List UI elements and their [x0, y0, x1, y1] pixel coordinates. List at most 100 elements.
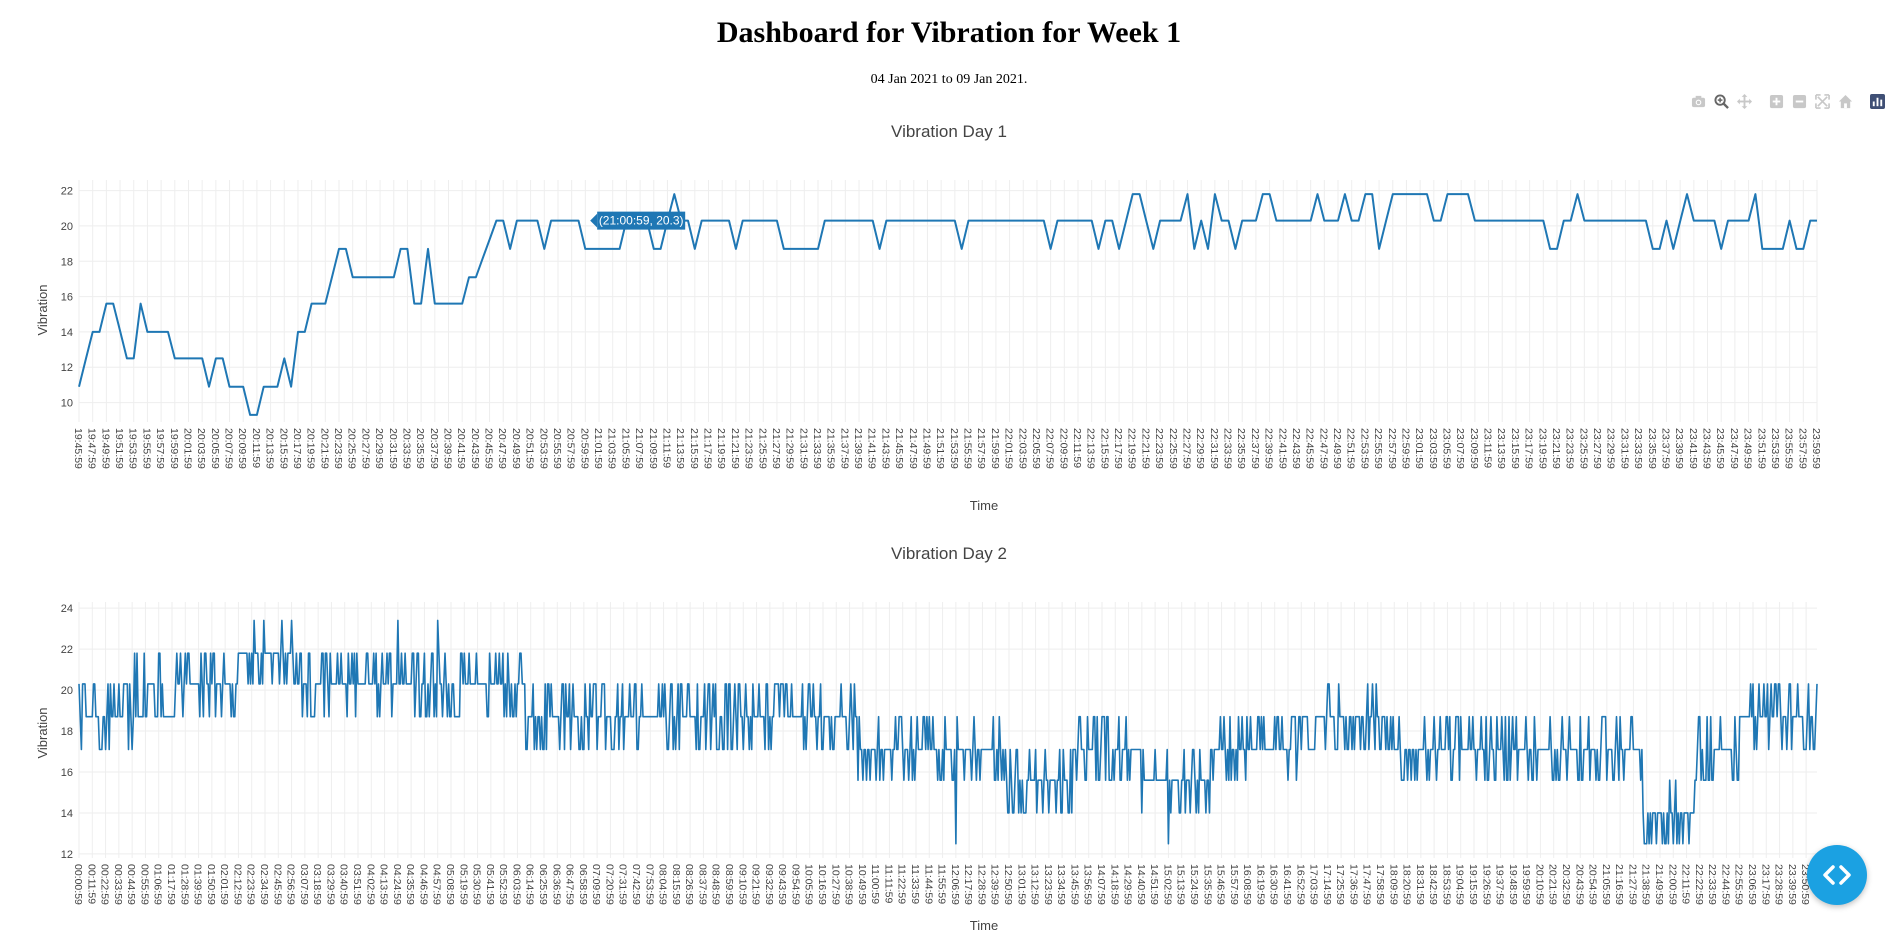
x-tick-label: 22:15:59	[1098, 428, 1110, 469]
plotly-logo-icon[interactable]	[1867, 91, 1887, 111]
reset-axes-icon[interactable]	[1835, 91, 1855, 111]
tooltip-pointer	[590, 213, 598, 228]
x-tick-label: 02:23:59	[245, 864, 257, 905]
x-tick-label: 23:05:59	[1441, 428, 1453, 469]
chart-title: Vibration Day 1	[891, 122, 1007, 141]
x-tick-label: 13:45:59	[1068, 864, 1080, 905]
x-tick-label: 04:46:59	[417, 864, 429, 905]
x-tick-label: 23:55:59	[1783, 428, 1795, 469]
x-tick-label: 21:59:59	[989, 428, 1001, 469]
x-tick-label: 21:16:59	[1613, 864, 1625, 905]
x-tick-label: 23:39:59	[1786, 864, 1798, 905]
x-tick-label: 21:27:59	[770, 428, 782, 469]
x-tick-label: 21:21:59	[729, 428, 741, 469]
vibration-series-line[interactable]	[78, 619, 1818, 845]
x-tick-label: 00:22:59	[99, 864, 111, 905]
x-tick-label: 21:47:59	[907, 428, 919, 469]
x-tick-label: 21:43:59	[879, 428, 891, 469]
x-tick-label: 09:10:59	[736, 864, 748, 905]
x-tick-label: 14:51:59	[1148, 864, 1160, 905]
x-tick-label: 20:33:59	[400, 428, 412, 469]
x-tick-label: 20:49:59	[510, 428, 522, 469]
y-tick-label: 18	[61, 256, 73, 268]
x-tick-label: 12:17:59	[962, 864, 974, 905]
x-tick-label: 20:45:59	[483, 428, 495, 469]
x-tick-label: 23:21:59	[1550, 428, 1562, 469]
x-tick-label: 03:18:59	[311, 864, 323, 905]
x-tick-label: 19:57:59	[154, 428, 166, 469]
x-tick-label: 03:51:59	[351, 864, 363, 905]
x-tick-label: 17:25:59	[1334, 864, 1346, 905]
x-tick-label: 01:17:59	[165, 864, 177, 905]
x-tick-label: 20:37:59	[428, 428, 440, 469]
camera-icon[interactable]	[1688, 91, 1708, 111]
x-tick-label: 14:29:59	[1122, 864, 1134, 905]
x-tick-label: 23:07:59	[1454, 428, 1466, 469]
y-tick-label: 16	[61, 767, 73, 779]
x-tick-label: 23:37:59	[1659, 428, 1671, 469]
x-tick-label: 23:51:59	[1755, 428, 1767, 469]
zoom-out-icon[interactable]	[1789, 91, 1809, 111]
x-tick-label: 02:45:59	[271, 864, 283, 905]
x-tick-label: 20:32:59	[1560, 864, 1572, 905]
x-tick-label: 21:31:59	[797, 428, 809, 469]
y-tick-label: 16	[61, 292, 73, 304]
x-tick-label: 23:35:59	[1646, 428, 1658, 469]
x-tick-label: 05:52:59	[497, 864, 509, 905]
x-tick-label: 20:57:59	[565, 428, 577, 469]
x-tick-label: 09:43:59	[776, 864, 788, 905]
pan-icon[interactable]	[1734, 91, 1754, 111]
x-tick-label: 21:09:59	[647, 428, 659, 469]
x-tick-label: 22:33:59	[1706, 864, 1718, 905]
vibration-series-line[interactable]	[78, 193, 1817, 416]
x-tick-label: 21:55:59	[962, 428, 974, 469]
x-tick-label: 13:23:59	[1042, 864, 1054, 905]
x-tick-label: 20:13:59	[264, 428, 276, 469]
embed-code-button[interactable]	[1807, 845, 1867, 905]
x-tick-label: 17:58:59	[1374, 864, 1386, 905]
x-tick-label: 20:19:59	[305, 428, 317, 469]
x-tick-label: 19:48:59	[1507, 864, 1519, 905]
x-tick-label: 20:53:59	[537, 428, 549, 469]
x-tick-label: 22:49:59	[1331, 428, 1343, 469]
x-tick-label: 23:47:59	[1728, 428, 1740, 469]
x-tick-label: 20:51:59	[524, 428, 536, 469]
x-tick-label: 22:55:59	[1372, 428, 1384, 469]
x-tick-label: 15:02:59	[1161, 864, 1173, 905]
x-tick-label: 22:41:59	[1276, 428, 1288, 469]
x-tick-label: 21:23:59	[743, 428, 755, 469]
x-tick-label: 22:05:59	[1030, 428, 1042, 469]
x-tick-label: 23:17:59	[1759, 864, 1771, 905]
x-tick-label: 03:07:59	[298, 864, 310, 905]
x-tick-label: 19:55:59	[140, 428, 152, 469]
x-tick-label: 21:37:59	[838, 428, 850, 469]
x-tick-label: 18:31:59	[1414, 864, 1426, 905]
x-tick-label: 12:39:59	[989, 864, 1001, 905]
x-tick-label: 23:23:59	[1564, 428, 1576, 469]
zoom-icon[interactable]	[1711, 91, 1731, 111]
x-tick-label: 15:46:59	[1215, 864, 1227, 905]
x-axis-label: Time	[970, 918, 998, 933]
x-tick-label: 02:34:59	[258, 864, 270, 905]
x-tick-label: 20:03:59	[195, 428, 207, 469]
x-tick-label: 02:12:59	[231, 864, 243, 905]
x-tick-label: 00:44:59	[125, 864, 137, 905]
autoscale-icon[interactable]	[1812, 91, 1832, 111]
y-tick-label: 22	[61, 186, 73, 198]
x-tick-label: 14:40:59	[1135, 864, 1147, 905]
x-tick-label: 10:49:59	[856, 864, 868, 905]
x-tick-label: 19:53:59	[127, 428, 139, 469]
x-tick-label: 23:01:59	[1413, 428, 1425, 469]
x-tick-label: 21:05:59	[1600, 864, 1612, 905]
x-tick-label: 22:21:59	[1139, 428, 1151, 469]
x-tick-label: 15:35:59	[1201, 864, 1213, 905]
x-tick-label: 22:09:59	[1057, 428, 1069, 469]
x-tick-label: 22:47:59	[1317, 428, 1329, 469]
x-tick-label: 06:03:59	[510, 864, 522, 905]
x-tick-label: 21:49:59	[1653, 864, 1665, 905]
zoom-in-icon[interactable]	[1766, 91, 1786, 111]
x-tick-label: 22:44:59	[1719, 864, 1731, 905]
x-tick-label: 03:29:59	[324, 864, 336, 905]
x-tick-label: 22:33:59	[1222, 428, 1234, 469]
